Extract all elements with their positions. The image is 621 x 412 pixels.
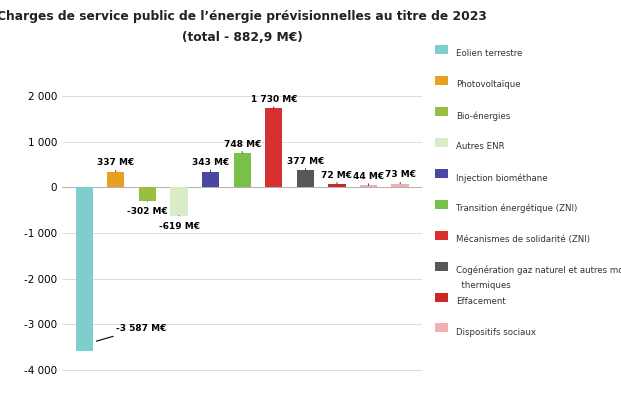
Text: Transition énergétique (ZNI): Transition énergétique (ZNI) [456, 204, 577, 213]
Text: -302 M€: -302 M€ [127, 201, 168, 216]
Bar [329, 184, 346, 187]
Bar [107, 172, 124, 187]
Bar [202, 172, 219, 187]
Text: Bio-énergies: Bio-énergies [456, 111, 510, 121]
Text: Effacement: Effacement [456, 297, 505, 306]
Text: Photovoltaïque: Photovoltaïque [456, 80, 520, 89]
Bar [391, 184, 409, 187]
Bar [76, 187, 93, 351]
Text: Autres ENR: Autres ENR [456, 142, 504, 151]
Text: thermiques: thermiques [456, 281, 510, 290]
Text: 748 M€: 748 M€ [224, 140, 261, 153]
Bar [297, 170, 314, 187]
Text: 337 M€: 337 M€ [97, 159, 134, 172]
Text: 44 M€: 44 M€ [353, 172, 384, 185]
Text: Mécanismes de solidarité (ZNI): Mécanismes de solidarité (ZNI) [456, 235, 590, 244]
Text: Dispositifs sociaux: Dispositifs sociaux [456, 328, 536, 337]
Text: -3 587 M€: -3 587 M€ [96, 324, 166, 341]
Text: 377 M€: 377 M€ [287, 157, 324, 170]
Text: Cogénération gaz naturel et autres moyens: Cogénération gaz naturel et autres moyen… [456, 266, 621, 275]
Text: Injection biométhane: Injection biométhane [456, 173, 548, 183]
Text: 72 M€: 72 M€ [322, 171, 353, 184]
Text: 73 M€: 73 M€ [384, 171, 415, 184]
Bar [170, 187, 188, 215]
Text: 343 M€: 343 M€ [192, 158, 229, 172]
Text: -619 M€: -619 M€ [158, 215, 199, 231]
Text: 1 730 M€: 1 730 M€ [250, 95, 297, 108]
Bar [233, 153, 251, 187]
Bar [265, 108, 283, 187]
Bar [360, 185, 378, 187]
Text: Eolien terrestre: Eolien terrestre [456, 49, 522, 59]
Text: Charges de service public de l’énergie prévisionnelles au titre de 2023: Charges de service public de l’énergie p… [0, 10, 487, 23]
Text: (total - 882,9 M€): (total - 882,9 M€) [182, 31, 302, 44]
Bar [138, 187, 156, 201]
